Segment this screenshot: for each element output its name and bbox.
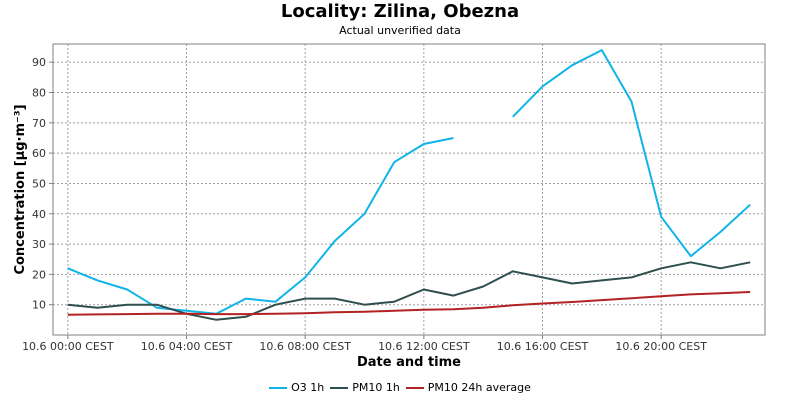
chart-title: Locality: Zilina, Obezna: [280, 1, 520, 22]
grid-lines: [53, 44, 765, 335]
legend-label: PM10 1h: [352, 381, 400, 394]
x-tick-label: 10.6 08:00 CEST: [259, 340, 351, 353]
y-tick-label: 60: [32, 147, 46, 160]
x-tick-label: 10.6 00:00 CEST: [22, 340, 114, 353]
y-tick-label: 20: [32, 268, 46, 281]
x-tick-label: 10.6 04:00 CEST: [141, 340, 233, 353]
y-tick-label: 30: [32, 238, 46, 251]
series-line-0: [67, 49, 751, 315]
x-axis-ticks: 10.6 00:00 CEST 10.6 04:00 CEST 10.6 08:00…: [22, 335, 707, 353]
legend-swatch: [330, 387, 349, 389]
x-tick-label: 10.6 16:00 CEST: [497, 340, 589, 353]
y-tick-label: 90: [32, 56, 46, 69]
y-tick-label: 50: [32, 177, 46, 190]
legend-swatch: [405, 387, 424, 389]
y-tick-label: 40: [32, 208, 46, 221]
legend-swatch: [269, 387, 288, 389]
series-line-1: [67, 261, 751, 321]
y-axis-label: Concentration [µg·m⁻³]: [13, 104, 28, 274]
y-tick-label: 80: [32, 87, 46, 100]
legend-label: PM10 24h average: [427, 381, 531, 394]
chart-subtitle: Actual unverified data: [339, 24, 461, 37]
x-tick-label: 10.6 20:00 CEST: [615, 340, 707, 353]
plot-area: [52, 43, 766, 336]
series-line-2: [67, 291, 751, 316]
legend-item: PM10 1h: [330, 381, 400, 394]
legend-label: O3 1h: [291, 381, 325, 394]
x-axis-label: Date and time: [357, 355, 461, 370]
legend-item: O3 1h: [269, 381, 324, 394]
legend-item: PM10 24h average: [405, 381, 531, 394]
series-lines: [67, 49, 751, 321]
x-tick-label: 10.6 12:00 CEST: [378, 340, 470, 353]
chart-legend: O3 1h PM10 1h PM10 24h average: [0, 381, 800, 394]
y-axis-ticks: 10 20 30 40 50 60 70 80 90: [32, 56, 53, 312]
y-tick-label: 70: [32, 117, 46, 130]
y-tick-label: 10: [32, 299, 46, 312]
